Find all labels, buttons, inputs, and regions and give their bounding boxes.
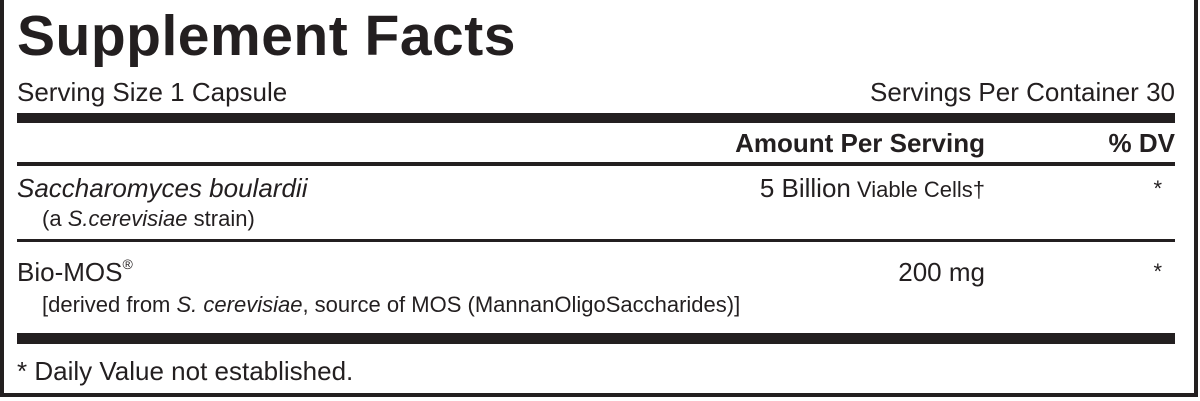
dv-header: % DV <box>1108 128 1175 158</box>
label-title: Supplement Facts <box>17 4 516 68</box>
ingredient-name: Saccharomyces boulardii <box>17 173 308 203</box>
ingredient-amount: 5 Billion Viable Cells† <box>759 173 985 203</box>
divider <box>17 239 1175 242</box>
serving-size: Serving Size 1 Capsule <box>17 77 288 107</box>
ingredient-name: Bio-MOS® <box>17 256 133 287</box>
ingredient-dv: * <box>1153 176 1162 201</box>
footnote: * Daily Value not established. <box>17 356 354 386</box>
ingredient-note: (a S.cerevisiae strain) <box>42 206 255 231</box>
ingredient-amount: 200 mg <box>898 257 985 287</box>
ingredient-dv: * <box>1153 259 1162 284</box>
thick-divider <box>17 113 1175 123</box>
amount-per-serving-header: Amount Per Serving <box>735 128 985 158</box>
servings-per-container: Servings Per Container 30 <box>870 77 1175 107</box>
thick-divider <box>17 333 1175 344</box>
divider <box>17 162 1175 166</box>
ingredient-note: [derived from S. cerevisiae, source of M… <box>42 292 741 317</box>
